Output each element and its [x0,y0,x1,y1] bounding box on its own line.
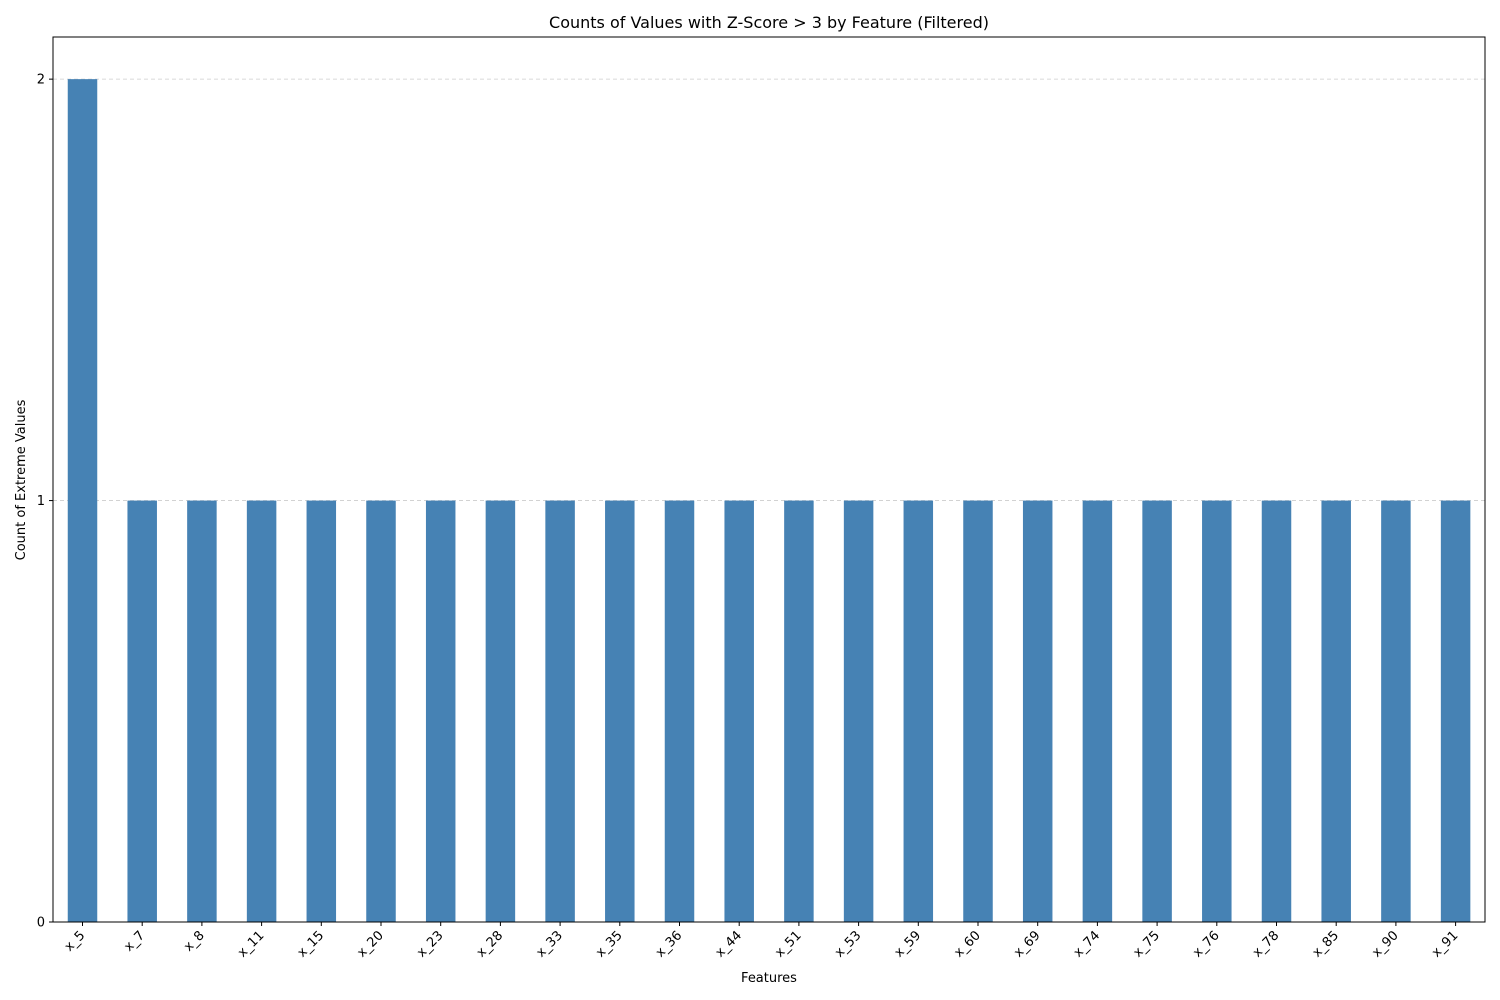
y-tick-label: 0 [37,916,45,931]
bar-x_53 [843,500,874,922]
bar-x_8 [187,500,217,922]
bar-x_7 [127,500,157,922]
x-tick-label: x_53 [832,928,864,960]
bar-x_35 [605,500,635,922]
x-tick-label: x_75 [1131,928,1163,960]
y-tick-label: 1 [37,494,45,509]
x-tick-label: x_8 [181,928,207,954]
chart-title: Counts of Values with Z-Score > 3 by Fea… [549,13,989,32]
x-tick-label: x_69 [1011,928,1043,960]
x-axis-label: Features [741,971,797,986]
plot-frame [52,36,1486,923]
x-tick-label: x_33 [534,928,566,960]
x-tick-label: x_23 [414,928,446,960]
x-tick-label: x_20 [354,928,386,960]
bar-x_51 [784,500,814,922]
x-tick-label: x_11 [235,928,267,960]
bar-x_78 [1261,500,1292,922]
y-axis-label: Count of Extreme Values [14,399,29,560]
x-tick-label: x_59 [892,928,924,960]
y-axis-ticks: 0 1 2 [37,73,53,931]
bar-x_74 [1082,500,1113,922]
gridlines [53,78,1485,501]
x-tick-label: x_44 [713,928,745,960]
x-tick-label: x_90 [1369,928,1401,960]
x-tick-label: x_85 [1310,928,1342,960]
bar-x_28 [485,500,516,922]
x-tick-label: x_28 [474,928,506,960]
x-tick-label: x_91 [1429,928,1461,960]
bar-x_15 [306,500,337,922]
bar-x_20 [366,500,396,922]
x-tick-label: x_74 [1071,928,1103,960]
bar-x_11 [246,500,277,922]
bar-x_90 [1381,500,1411,922]
x-tick-label: x_78 [1250,928,1282,960]
bar-x_36 [664,500,695,922]
bar-x_5 [67,79,98,922]
bar-x_33 [545,500,575,922]
x-tick-label: x_7 [122,928,148,954]
x-tick-label: x_60 [951,928,983,960]
y-tick-label: 2 [37,73,45,88]
bar-x_75 [1142,500,1172,922]
bar-x_69 [1022,500,1053,922]
x-tick-label: x_5 [62,928,88,954]
bar-x_44 [724,500,754,922]
bar-x_91 [1440,500,1471,922]
x-tick-label: x_35 [593,928,625,960]
bar-x_23 [425,500,456,922]
x-tick-label: x_76 [1190,928,1222,960]
x-axis-ticks: x_5 x_7 x_8 x_11 x_15 x_20 x_23 x_28 x_33 x_35 x_3… [62,922,1461,961]
bar-x_59 [903,500,934,922]
bars [67,79,1471,922]
bar-x_60 [963,500,993,922]
x-tick-label: x_15 [295,928,327,960]
x-tick-label: x_36 [653,928,685,960]
bar-x_85 [1321,500,1351,922]
bar-x_76 [1202,500,1232,922]
x-tick-label: x_51 [772,928,804,960]
